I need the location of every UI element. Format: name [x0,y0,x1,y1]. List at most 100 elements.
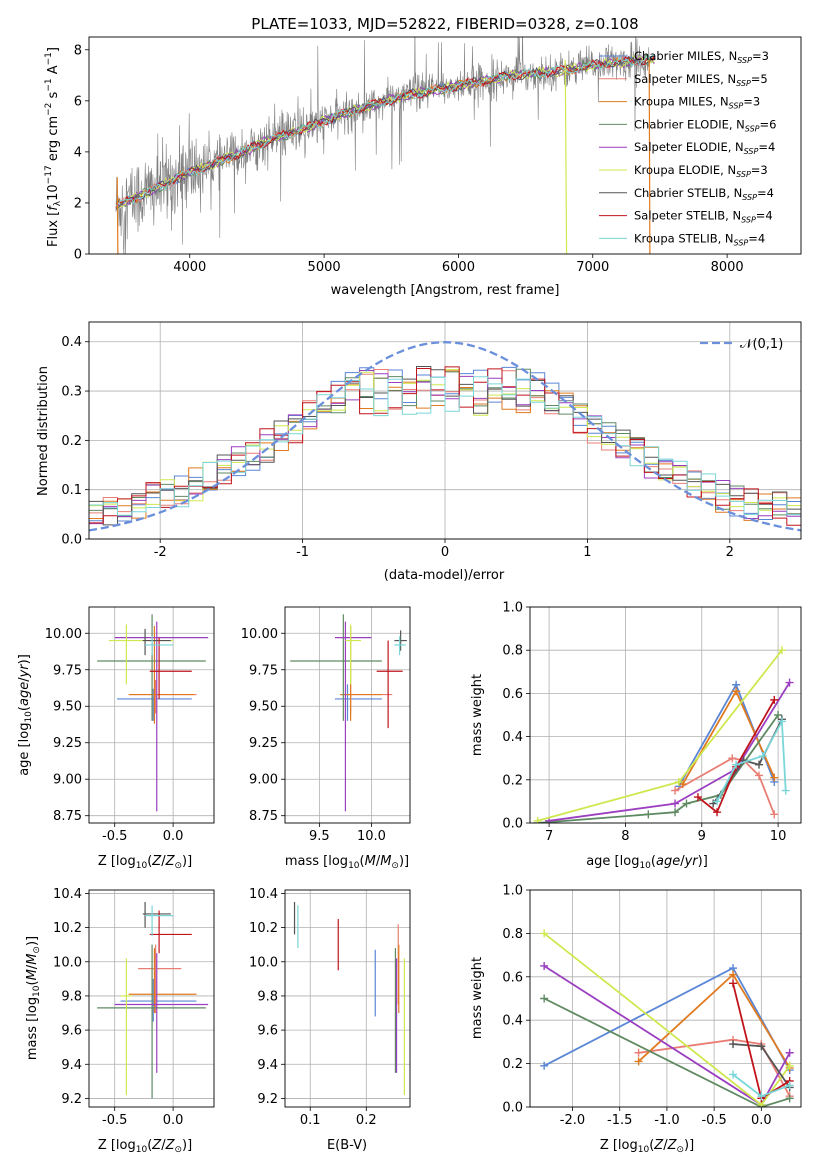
y-tick-label: 10.4 [53,887,82,902]
age-vs-metallicity-panel: -0.5 0.0 8.75 9.00 9.25 9.50 9.75 10.00 [45,606,215,844]
y-tick-label: 0.1 [61,483,82,498]
marker-chabrier-elodie [785,1094,794,1103]
axes-frame [88,36,802,255]
marker-kroupa-miles [729,970,738,979]
marker-salpeter-miles [671,786,680,795]
model-edge-kroupa-elodie [564,59,568,254]
y-tick-label: 0.0 [502,1101,523,1116]
y-tick-label: 9.2 [61,1092,82,1107]
marker-kroupa-stelib [758,752,767,761]
y-tick-label: 10.00 [241,627,278,642]
axes-frame [284,606,411,824]
legend-label: Kroupa STELIB, NSSP=4 [634,231,765,247]
x-tick-label: 0.1 [300,1113,321,1128]
legend-label: Salpeter ELODIE, NSSP=4 [634,140,775,156]
marker-chabrier-elodie [682,799,691,808]
axes-frame [284,889,411,1108]
histogram-xlabel: (data-model)/error [384,568,505,583]
y-tick-label: 0.0 [61,533,82,548]
y-tick-label: 0.2 [61,434,82,449]
y-tick-label: 0.2 [502,1057,523,1072]
marker-kroupa-miles [732,687,741,696]
model-spectrum-salpeter-stelib [115,55,655,208]
y-tick-label: 0.8 [502,644,523,659]
marker-chabrier-stelib [755,760,764,769]
plot-area [530,890,801,1107]
y-tick-label: 0.2 [502,773,523,788]
p5-ylabel: mass weight [470,674,485,756]
p8-ylabel: mass weight [470,957,485,1039]
x-tick-label: 8000 [711,260,744,275]
y-tick-label: 1.0 [502,884,523,899]
y-tick-label: 0.8 [502,927,523,942]
legend-label: Chabrier MILES, NSSP=3 [634,49,769,65]
histogram-ylabel: Normed distribution [36,366,51,496]
legend-label: Chabrier STELIB, NSSP=4 [634,186,774,202]
y-tick-label: 9.00 [53,773,82,788]
y-tick-label: 10.0 [53,955,82,970]
x-tick-label: 7 [545,829,553,844]
histogram-salpeter-stelib [89,366,801,526]
p3-ylabel: age [log10(age/yr)] [17,654,34,776]
y-tick-label: 9.00 [249,773,278,788]
x-tick-label: 0.0 [751,1113,772,1128]
x-tick-label: -1.0 [654,1113,679,1128]
axes-frame [529,889,802,1108]
y-tick-label: 9.75 [53,663,82,678]
x-tick-label: -2 [154,545,167,560]
x-tick-label: 0.0 [163,1113,184,1128]
marker-chabrier-stelib [757,1042,766,1051]
y-tick-label: 0.6 [502,970,523,985]
x-tick-label: 9.5 [309,829,330,844]
y-tick-label: 6 [74,94,82,109]
marker-salpeter-miles [634,1048,643,1057]
y-tick-label: 10.0 [249,955,278,970]
x-tick-label: 9 [698,829,706,844]
marker-kroupa-miles [634,1057,643,1066]
y-tick-label: 9.4 [257,1058,278,1073]
marker-kroupa-stelib [777,717,786,726]
marker-salpeter-elodie [785,1048,794,1057]
spectrum-panel: 4000 5000 6000 7000 8000 0 2 4 6 8 Chabrier MILES,… [74,36,802,275]
marker-kroupa-stelib [757,1092,766,1101]
y-tick-label: 9.75 [249,663,278,678]
marker-kroupa-elodie [785,1061,794,1070]
marker-kroupa-stelib [732,760,741,769]
normal-curve [89,341,801,532]
marker-kroupa-stelib [785,1081,794,1090]
mass-weight-vs-age-panel: 7 8 9 10 0.0 0.2 0.4 0.6 0.8 1.0 [502,601,802,844]
marker-kroupa-stelib [713,797,722,806]
plot-content [293,901,405,1096]
marker-salpeter-stelib [729,979,738,988]
y-tick-label: 8.75 [53,809,82,824]
marker-chabrier-elodie [671,808,680,817]
plot-content [115,37,655,254]
plot-area [285,890,410,1107]
p6-xlabel: Z [log10(Z/Z⊙)] [98,1138,192,1155]
x-tick-label: 5000 [308,260,341,275]
x-tick-label: 8 [621,829,629,844]
p5-xlabel: age [log10(age/yr)] [586,854,708,871]
histogram-kroupa-stelib [89,376,801,516]
plot-content [540,929,794,1107]
series-salpeter-stelib [697,699,776,814]
y-tick-label: 0.4 [502,1014,523,1029]
marker-kroupa-stelib [781,786,790,795]
axes-frame [88,889,215,1108]
y-tick-label: 9.2 [257,1092,278,1107]
spectrum-title: PLATE=1033, MJD=52822, FIBERID=0328, z=0… [251,15,638,33]
legend-label: Salpeter MILES, NSSP=5 [634,72,768,88]
y-tick-label: 10.00 [45,627,82,642]
marker-salpeter-stelib [693,793,702,802]
legend-label: Chabrier ELODIE, NSSP=6 [634,117,776,133]
mass-weight-vs-metallicity-panel: -2.0 -1.5 -1.0 -0.5 0.0 0.0 0.2 0.4 0.6 0.8 1.0 [502,884,802,1128]
y-tick-label: 9.50 [249,700,278,715]
marker-chabrier-elodie [774,711,783,719]
plot-area [530,607,801,823]
p8-xlabel: Z [log10(Z/Z⊙)] [600,1138,694,1155]
x-tick-label: -0.5 [102,1113,127,1128]
x-tick-label: 0 [441,545,449,560]
y-tick-label: 10.2 [53,921,82,936]
x-tick-label: 0.0 [163,829,184,844]
